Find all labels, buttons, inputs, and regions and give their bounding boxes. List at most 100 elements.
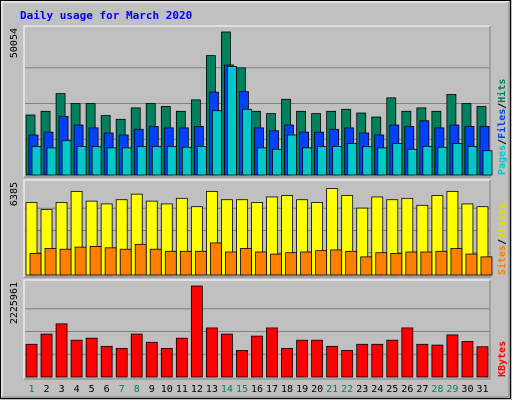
bar-pages-day-9: [151, 146, 162, 176]
x-tick-label-7: 7: [119, 384, 125, 395]
bar-kbytes-day-1: [25, 343, 38, 378]
bar-sites-day-15: [240, 248, 252, 276]
bar-kbytes-day-24: [371, 343, 384, 378]
x-tick-label-6: 6: [104, 384, 110, 395]
hits-panel-frame-edge-light: [23, 25, 490, 177]
bar-pages-day-4: [76, 146, 87, 176]
bar-pages-day-5: [91, 146, 102, 176]
x-tick-label-28: 28: [431, 384, 443, 395]
bar-pages-day-29: [452, 143, 463, 176]
bar-kbytes-day-19: [296, 339, 308, 378]
bar-sites-day-1: [29, 252, 42, 276]
bar-pages-day-28: [437, 146, 448, 176]
legend-sites: Sites: [496, 245, 508, 275]
x-tick-label-1: 1: [29, 384, 35, 395]
bar-sites-day-21: [330, 249, 343, 276]
x-tick-label-18: 18: [281, 384, 293, 395]
bar-sites-day-25: [390, 252, 403, 276]
x-tick-label-26: 26: [401, 384, 413, 395]
x-tick-label-3: 3: [59, 384, 65, 395]
x-tick-label-16: 16: [251, 384, 263, 395]
bar-sites-day-29: [450, 248, 463, 276]
bar-pages-day-20: [317, 146, 328, 176]
bar-pages-day-25: [392, 143, 403, 176]
bar-sites-day-4: [74, 246, 87, 276]
bar-sites-day-22: [345, 250, 358, 276]
bar-sites-day-28: [435, 250, 448, 276]
bar-sites-day-6: [104, 247, 117, 276]
bar-pages-day-16: [257, 147, 267, 176]
bar-kbytes-day-26: [401, 327, 414, 378]
bar-kbytes-day-23: [356, 343, 369, 378]
bar-pages-day-17: [272, 148, 282, 176]
bar-sites-day-30: [465, 253, 478, 276]
kbytes-panel-legend: KBytes: [497, 341, 508, 377]
kbytes-panel-frame-edge-dark: [24, 280, 491, 380]
bar-kbytes-day-12: [190, 285, 203, 378]
bar-sites-day-26: [405, 251, 418, 276]
x-tick-label-23: 23: [356, 384, 368, 395]
bar-kbytes-day-27: [416, 343, 429, 378]
bar-kbytes-day-21: [326, 345, 339, 378]
bar-sites-day-9: [149, 248, 162, 276]
x-tick-label-2: 2: [44, 384, 50, 395]
x-tick-label-21: 21: [326, 384, 338, 395]
bar-kbytes-day-15: [236, 350, 248, 378]
bar-kbytes-day-7: [115, 347, 128, 378]
legend-visits: Visits: [496, 203, 508, 239]
kbytes-panel-ymax-label: 2225961: [9, 282, 20, 324]
bar-pages-day-13: [211, 110, 222, 176]
bar-kbytes-day-31: [476, 346, 489, 378]
bar-pages-day-22: [347, 143, 358, 176]
bar-pages-day-10: [166, 146, 177, 176]
bar-sites-day-10: [164, 250, 177, 276]
hits-panel-ymax-label: 50054: [9, 28, 20, 58]
bar-pages-day-26: [407, 148, 418, 176]
bar-sites-day-7: [119, 248, 132, 276]
bar-kbytes-day-10: [160, 347, 173, 378]
bar-sites-day-2: [44, 248, 57, 276]
x-tick-label-8: 8: [134, 384, 140, 395]
x-tick-label-15: 15: [236, 384, 248, 395]
visits-panel-legend-separator: /: [497, 239, 508, 245]
bar-sites-day-23: [360, 256, 373, 276]
visits-panel-frame-edge-dark: [24, 180, 491, 278]
bar-kbytes-day-3: [55, 323, 68, 378]
bar-pages-day-27: [422, 146, 433, 176]
bar-pages-day-2: [46, 147, 57, 176]
bar-pages-day-19: [302, 147, 312, 176]
bar-pages-day-7: [121, 147, 132, 176]
bar-pages-day-30: [467, 146, 478, 176]
x-tick-label-11: 11: [176, 384, 188, 395]
x-tick-label-22: 22: [341, 384, 353, 395]
bar-kbytes-day-6: [100, 345, 113, 378]
bar-sites-day-19: [300, 251, 312, 276]
bar-sites-day-5: [89, 246, 102, 276]
x-tick-label-10: 10: [161, 384, 173, 395]
bar-sites-day-20: [315, 250, 328, 276]
bar-pages-day-23: [362, 146, 373, 176]
hits-panel-legend-separator: /: [497, 103, 508, 109]
x-tick-label-20: 20: [311, 384, 323, 395]
bar-sites-day-11: [179, 250, 192, 276]
x-tick-label-9: 9: [149, 384, 155, 395]
x-tick-label-30: 30: [461, 384, 473, 395]
bar-kbytes-day-5: [85, 337, 98, 378]
bar-kbytes-day-18: [281, 347, 293, 378]
bar-kbytes-day-13: [205, 327, 218, 378]
x-tick-label-14: 14: [221, 384, 233, 395]
bar-kbytes-day-28: [431, 344, 444, 378]
x-tick-label-25: 25: [386, 384, 398, 395]
chart-title: Daily usage for March 2020: [20, 9, 192, 22]
legend-hits: Hits: [496, 79, 508, 103]
bar-kbytes-day-11: [175, 337, 188, 378]
bar-sites-day-31: [480, 256, 493, 276]
bar-pages-day-24: [377, 147, 388, 176]
bar-kbytes-day-22: [341, 350, 354, 378]
x-tick-label-19: 19: [296, 384, 308, 395]
